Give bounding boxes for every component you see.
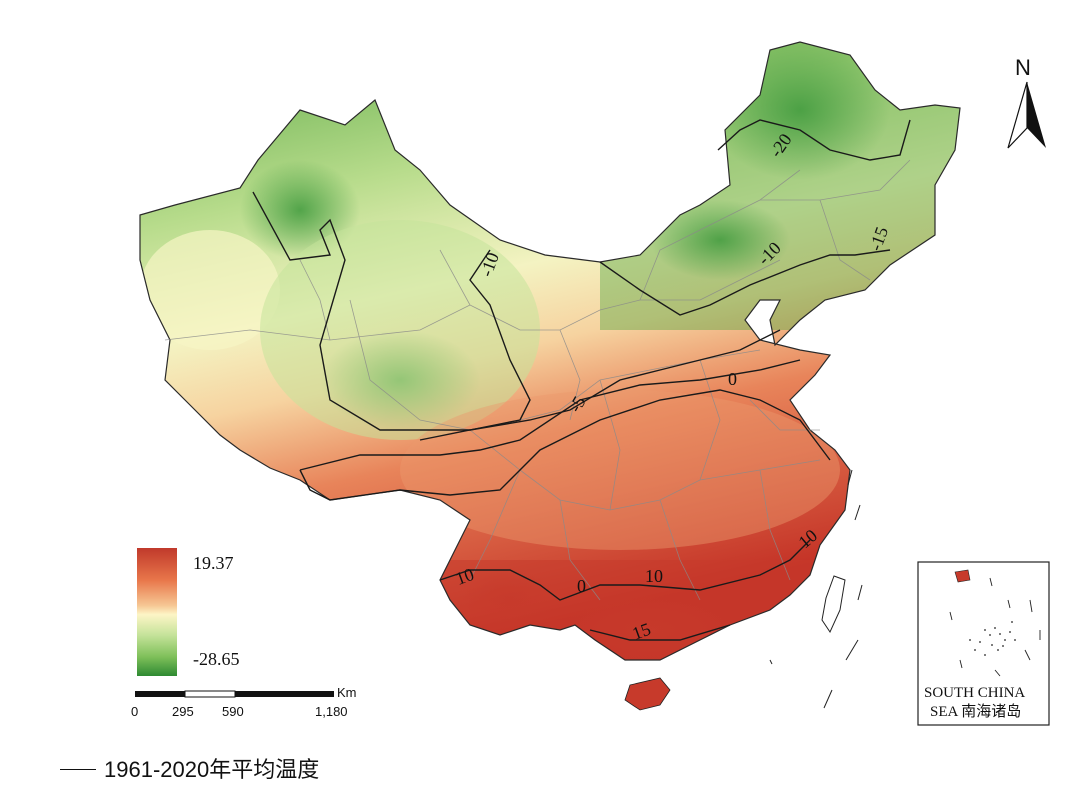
contour-label: 10 [645,566,663,586]
south-china-sea-inset: SOUTH CHINA SEA 南海诸岛 [917,561,1050,726]
taiwan-island [821,575,846,634]
isoline-minus-20 [717,119,911,161]
isoline-plateau [252,191,531,431]
isoline-5 [299,389,831,501]
isolines [252,119,911,641]
scale-tick: 590 [222,704,244,719]
scale-unit: Km [337,685,357,700]
scale-tick: 295 [172,704,194,719]
isoline-0 [299,359,801,471]
contour-label: 15 [630,619,654,644]
contour-label: 0 [728,369,737,389]
inset-label-line1: SOUTH CHINA [924,685,1025,701]
isoline-15 [589,624,731,641]
contour-label: 0 [577,576,586,596]
contour-label: 10 [453,564,477,589]
scale-tick: 1,180 [315,704,348,719]
isoline-minus-5 [419,329,781,441]
legend-min-label: -28.65 [193,649,240,669]
caption-text: 1961-2020年平均温度 [104,757,320,782]
inset-label-line2: SEA 南海诸岛 [930,703,1021,720]
scale-tick: 0 [131,704,138,719]
north-label: N [1015,55,1031,80]
caption-line-icon [60,768,96,770]
map-caption: 1961-2020年平均温度 [60,752,319,784]
scale-bar: Km 0 295 590 1,180 [131,685,357,719]
isoline-minus-10 [599,249,891,316]
hainan-island [624,677,671,711]
isoline-10 [439,539,811,601]
islands [624,469,863,711]
legend-color-ramp [137,548,177,676]
north-arrow-icon [1027,82,1046,148]
legend-max-label: 19.37 [193,553,234,573]
north-arrow: N [1007,55,1046,149]
legend: 19.37 -28.65 [137,548,240,676]
